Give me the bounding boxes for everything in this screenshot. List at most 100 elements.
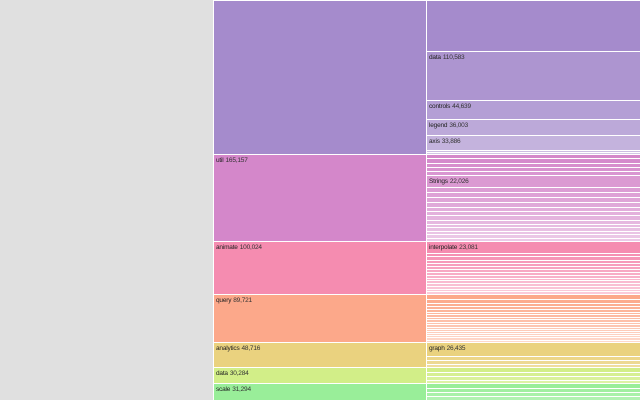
node-leaf[interactable] — [426, 396, 640, 400]
cell-value: 36,003 — [449, 122, 469, 130]
node-leaf[interactable] — [426, 291, 640, 295]
node-leaf[interactable] — [426, 330, 640, 334]
node-leaf[interactable] — [426, 339, 640, 342]
node-leaf[interactable] — [426, 319, 640, 322]
node-leaf[interactable] — [426, 234, 640, 238]
node-leaf[interactable] — [426, 364, 640, 368]
node-leaf[interactable] — [426, 306, 640, 310]
node-leaf[interactable] — [426, 280, 640, 284]
node-leaf[interactable] — [426, 274, 640, 278]
root-node[interactable] — [0, 0, 213, 400]
cell-value: 23,081 — [459, 244, 478, 252]
node-scale[interactable]: scale 31,294 — [213, 383, 426, 400]
node-leaf[interactable] — [426, 150, 640, 153]
node-leaf[interactable] — [426, 227, 640, 231]
node-leaf[interactable] — [426, 256, 640, 260]
node-legend[interactable]: legend 36,003 — [426, 119, 640, 136]
node-leaf[interactable] — [426, 337, 640, 340]
node-leaf[interactable] — [426, 360, 640, 365]
node-leaf[interactable] — [426, 170, 640, 175]
node-data[interactable]: data 30,284 — [213, 367, 426, 384]
cell-value: 110,583 — [442, 53, 465, 61]
node-interpolate[interactable]: interpolate 23,081 — [426, 241, 640, 254]
node-leaf[interactable] — [426, 314, 640, 317]
node-leaf[interactable] — [426, 192, 640, 198]
node-leaf[interactable] — [426, 268, 640, 272]
node-leaf[interactable] — [426, 328, 640, 331]
node-leaf[interactable] — [426, 186, 640, 193]
node-leaf[interactable] — [426, 355, 640, 361]
node-leaf[interactable] — [426, 153, 640, 159]
node-leaf[interactable] — [426, 0, 640, 51]
cell-label: axis 33,886 — [429, 138, 461, 146]
node-data[interactable]: data 110,583 — [426, 50, 640, 100]
node-leaf[interactable] — [426, 152, 640, 154]
cell-label: animate 100,024 — [216, 244, 262, 252]
node-leaf[interactable] — [426, 392, 640, 397]
node-axis[interactable]: axis 33,886 — [426, 135, 640, 151]
node-leaf[interactable] — [426, 379, 640, 384]
node-leaf[interactable] — [426, 283, 640, 286]
cell-value: 44,639 — [452, 102, 471, 110]
node-leaf[interactable] — [426, 367, 640, 373]
node-leaf[interactable] — [426, 166, 640, 171]
cell-label: data 30,284 — [216, 370, 249, 378]
cell-label: controls 44,639 — [429, 103, 471, 111]
cell-name: controls — [429, 102, 451, 110]
node-leaf[interactable] — [426, 158, 640, 163]
node-leaf[interactable] — [426, 387, 640, 393]
node-leaf[interactable] — [426, 215, 640, 220]
cell-value: 22,026 — [449, 177, 469, 185]
node-leaf[interactable] — [426, 383, 640, 388]
node-analytics[interactable]: analytics 48,716 — [213, 341, 426, 368]
node-leaf[interactable] — [426, 262, 640, 266]
node-graph[interactable]: graph 26,435 — [426, 341, 640, 356]
node-leaf[interactable] — [426, 230, 640, 235]
node-leaf[interactable] — [426, 309, 640, 312]
node-leaf[interactable] — [426, 253, 640, 257]
node-leaf[interactable] — [426, 265, 640, 269]
cell-label: util 165,157 — [216, 157, 248, 165]
cell-name: Strings — [429, 177, 448, 185]
node-leaf[interactable] — [426, 335, 640, 338]
node-animate[interactable]: animate 100,024 — [213, 241, 426, 295]
node-leaf[interactable] — [426, 311, 640, 315]
node-leaf[interactable] — [426, 294, 640, 299]
node-leaf[interactable] — [426, 303, 640, 307]
node-util[interactable]: util 165,157 — [213, 153, 426, 242]
node-leaf[interactable] — [426, 376, 640, 380]
node-leaf[interactable] — [426, 333, 640, 336]
node-leaf[interactable] — [426, 197, 640, 203]
node-leaf[interactable] — [426, 219, 640, 224]
node-leaf[interactable] — [426, 298, 640, 304]
node-leaf[interactable] — [426, 202, 640, 207]
node-leaf[interactable] — [426, 223, 640, 228]
node-leaf[interactable] — [426, 326, 640, 329]
cell-name: animate — [216, 244, 238, 252]
node-leaf[interactable] — [426, 372, 640, 377]
node-Strings[interactable]: Strings 22,026 — [426, 174, 640, 187]
node-group-0[interactable] — [213, 0, 426, 154]
cell-label: Strings 22,026 — [429, 178, 469, 186]
cell-name: query — [216, 297, 232, 305]
node-leaf[interactable] — [426, 321, 640, 325]
node-query[interactable]: query 89,721 — [213, 294, 426, 342]
cell-value: 89,721 — [233, 297, 252, 305]
cell-name: interpolate — [429, 244, 458, 252]
cell-name: scale — [216, 386, 231, 394]
node-leaf[interactable] — [426, 259, 640, 263]
cell-value: 48,716 — [241, 344, 261, 352]
cell-name: data — [429, 53, 441, 61]
node-controls[interactable]: controls 44,639 — [426, 99, 640, 120]
node-leaf[interactable] — [426, 324, 640, 327]
node-leaf[interactable] — [426, 206, 640, 212]
node-leaf[interactable] — [426, 285, 640, 289]
node-leaf[interactable] — [426, 316, 640, 320]
cell-label: query 89,721 — [216, 297, 252, 305]
node-leaf[interactable] — [426, 162, 640, 167]
node-leaf[interactable] — [426, 237, 640, 242]
node-leaf[interactable] — [426, 211, 640, 216]
node-leaf[interactable] — [426, 271, 640, 275]
node-leaf[interactable] — [426, 277, 640, 281]
node-leaf[interactable] — [426, 288, 640, 292]
